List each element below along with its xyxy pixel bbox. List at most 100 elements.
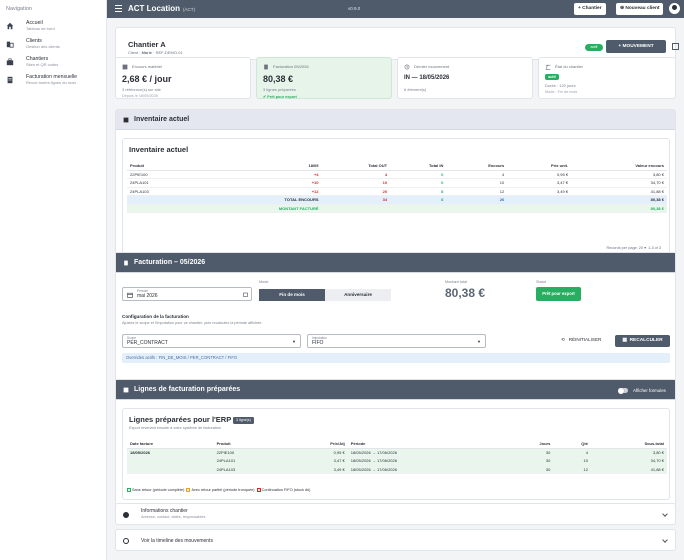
lignes-header[interactable]: Lignes de facturation préparées Afficher… (116, 380, 675, 400)
col-total-out: Total OUT (321, 161, 391, 171)
col-encours: Encours (446, 161, 508, 171)
company-badge: (ACT) (183, 7, 195, 12)
card-subtitle: Export revenant ensuite à votre système … (129, 426, 222, 430)
col-date: 18/05 (195, 161, 322, 171)
recalculer-button[interactable]: ▦ RECALCULER (615, 335, 670, 347)
sidebar-item-label: Chantiers (26, 56, 49, 62)
col-produit: Produit (213, 439, 287, 449)
legend: Sans retour (période complète) Avec reto… (127, 488, 310, 492)
table-header-row: Date facture Produit Prix/Jdj Période Jo… (127, 439, 667, 449)
building-icon (6, 41, 14, 48)
card-title: Lignes préparées pour l'ERP (129, 415, 232, 424)
table-row: 24PLA101 +10 10 0 10 3,47 €34,70 € (127, 178, 667, 188)
history-icon (404, 64, 410, 70)
refresh-icon: ⟲ (561, 337, 567, 342)
briefcase-icon (6, 58, 14, 66)
kpi-etat: État du chantier actif Durée : 120 jours… (538, 57, 676, 99)
facturation-section: Facturation – 05/2026 Période mai 2026 M… (115, 252, 676, 382)
count-badge: 3 ligne(s) (233, 417, 254, 424)
periode-picker[interactable]: Période mai 2026 (122, 287, 252, 301)
pagination[interactable]: Records per page: 20 ▾ 1-3 of 3 (606, 246, 661, 250)
receipt-icon (7, 76, 13, 84)
kpi-label: État du chantier (555, 64, 584, 69)
table-row: 24PLA103 +12 20 8 12 3,49 €41,88 € (127, 187, 667, 196)
legend-swatch-orange (186, 488, 191, 492)
accordion-subtitle: Adresse, contact, dates, responsables (141, 515, 206, 519)
status-badge: actif (585, 44, 603, 51)
lignes-card: Lignes préparées pour l'ERP 3 ligne(s) E… (122, 408, 670, 500)
legend-item: Sans retour (période complète) (132, 488, 185, 492)
col-date-facture: Date facture (127, 439, 214, 449)
table-header-row: Produit 18/05 Total OUT Total IN Encours… (127, 161, 667, 171)
field-label: Imputation (312, 336, 327, 340)
inventory-icon (122, 64, 128, 70)
sidebar-item-chantiers[interactable]: Chantiers Sites et QR codes (0, 55, 106, 71)
scope-select[interactable]: Scope PER_CONTRACT ▼ (122, 334, 301, 348)
total-row: TOTAL ENCOURS 34 8 26 80,38 € (127, 195, 667, 205)
sidebar-item-clients[interactable]: Clients Gestion des clients (0, 37, 106, 53)
client-info: Client : Marie · REF-DEMO-01 (128, 50, 183, 55)
inventaire-section: Inventaire actuel Inventaire actuel Prod… (115, 109, 676, 258)
field-value: FIFO (312, 340, 324, 346)
imputation-select[interactable]: Imputation FIFO ▼ (307, 334, 486, 348)
section-title: Inventaire actuel (134, 116, 190, 123)
page-title: Chantier A (128, 40, 166, 49)
sidebar-item-label: Clients (26, 38, 42, 44)
history-icon (123, 538, 129, 544)
chantier-header: Chantier A Client : Marie · REF-DEMO-01 … (115, 27, 679, 60)
app-bar: ACT Location (ACT) v0.9.0 + Chantier ⊕ No… (107, 0, 684, 18)
mode-label: Mode (259, 280, 269, 284)
receipt-icon (124, 260, 128, 266)
kpi-value: 80,38 € (263, 74, 294, 84)
kpi-label: Encours matériel (132, 64, 163, 69)
accordion-title: Voir la timeline des mouvements (141, 538, 213, 544)
chevron-down-icon (662, 537, 668, 543)
col-valeur: Valeur encours (571, 161, 667, 171)
sidebar-item-sub: Gestion des clients (26, 44, 60, 49)
new-client-button[interactable]: ⊕ Nouveau client (616, 3, 664, 15)
col-prix: Prix unit. (507, 161, 572, 171)
sidebar-item-sub: Tableau de bord (26, 26, 55, 31)
add-user-icon: ⊕ (620, 6, 626, 11)
informations-accordion[interactable]: Informations chantier Adresse, contact, … (115, 503, 676, 525)
inventaire-card: Inventaire actuel Produit 18/05 Total OU… (122, 138, 670, 254)
crane-icon (545, 64, 551, 70)
col-qte: Qté (553, 439, 591, 449)
kpi-label: Dernier mouvement (414, 64, 450, 69)
sidebar-item-facturation[interactable]: Facturation mensuelle Revue toutes ligne… (0, 73, 106, 89)
section-title: Facturation – 05/2026 (134, 259, 206, 266)
field-label: Scope (127, 336, 137, 340)
kpi-status: ✔ Prêt pour export (263, 95, 297, 99)
calculator-icon: ▦ (622, 338, 629, 343)
inventaire-header[interactable]: Inventaire actuel (116, 110, 675, 130)
records-per-page-select: 20 ▾ (638, 246, 646, 250)
calendar-icon (243, 292, 248, 297)
legend-item: Avec retour partiel (période tronquée) (191, 488, 255, 492)
reset-button[interactable]: ⟲ RÉINITIALISER (561, 337, 602, 342)
col-prix: Prix/Jdj (286, 439, 348, 449)
sidebar-item-accueil[interactable]: Accueil Tableau de bord (0, 19, 106, 35)
sidebar: Navigation Accueil Tableau de bord Clien… (0, 0, 107, 560)
timeline-accordion[interactable]: Voir la timeline des mouvements (115, 529, 676, 551)
mode-anniversaire-button[interactable]: Anniversaire (325, 289, 391, 301)
chevron-down-icon: ▼ (477, 339, 481, 344)
section-title: Lignes de facturation préparées (134, 386, 241, 393)
kpi-detail-2: Mode : Fin de mois (545, 90, 578, 94)
field-label: Période (137, 289, 148, 293)
qr-code-icon[interactable] (672, 43, 679, 50)
kpi-label: Facturation 05/2026 (273, 64, 309, 69)
montant-row: MONTANT FACTURÉ 80,38 € (127, 204, 667, 213)
menu-icon[interactable] (115, 5, 122, 13)
facturation-header[interactable]: Facturation – 05/2026 (116, 253, 675, 273)
overrides-info: Overrides actifs : FIN_DE_MOIS / PER_CON… (122, 353, 670, 363)
add-mouvement-button[interactable]: + MOUVEMENT (606, 40, 666, 53)
mode-fin-de-mois-button[interactable]: Fin de mois (259, 289, 325, 301)
new-chantier-button[interactable]: + Chantier (574, 3, 606, 15)
legend-swatch-red (256, 488, 261, 492)
formules-toggle[interactable] (618, 387, 628, 394)
kpi-detail: Durée : 120 jours (545, 83, 576, 88)
col-jours: Jours (503, 439, 554, 449)
sidebar-item-sub: Revue toutes lignes du mois (26, 80, 77, 85)
account-avatar-icon[interactable] (669, 3, 680, 14)
table-row: 24PLA103 3,49 €18/05/2026 → 17/06/2026 30 1… (127, 465, 667, 474)
